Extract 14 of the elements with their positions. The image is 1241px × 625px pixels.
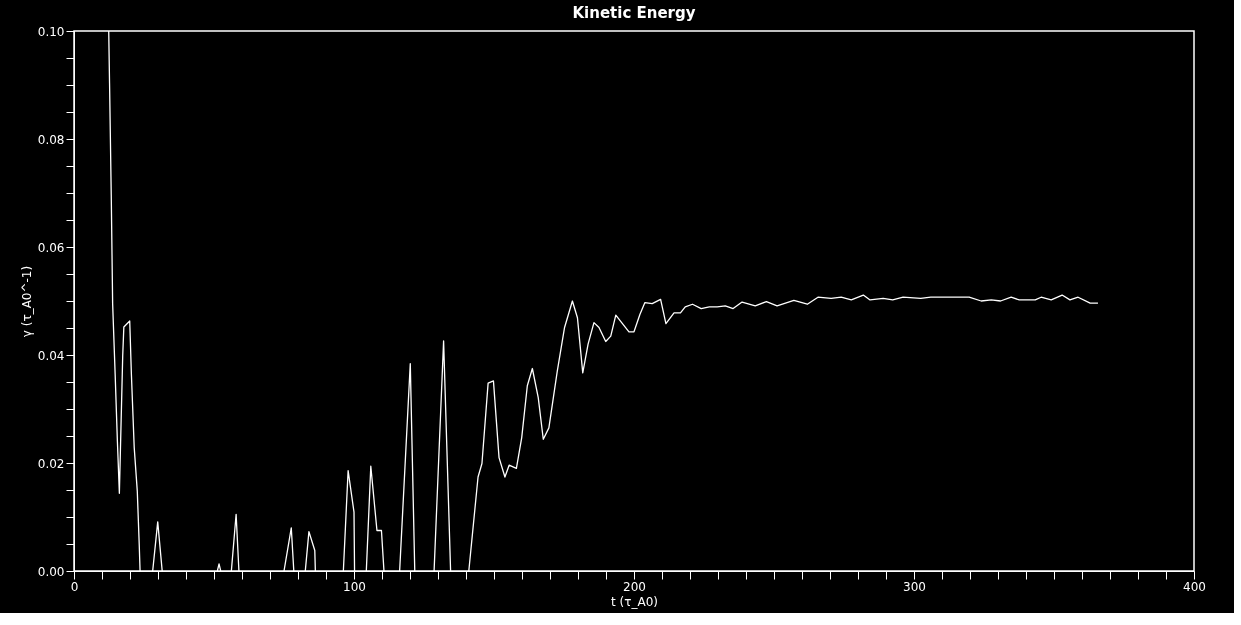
y-tick-label: 0.10 [37, 24, 65, 39]
chart-title: Kinetic Energy [572, 4, 696, 22]
y-tick-label: 0.02 [37, 456, 65, 471]
x-tick-label: 200 [623, 579, 646, 594]
x-tick-label: 300 [903, 579, 926, 594]
y-axis-title: γ (τ_A0^-1) [19, 265, 34, 338]
x-tick-label: 100 [343, 579, 366, 594]
y-tick-label: 0.04 [37, 348, 65, 363]
y-tick-label: 0.08 [37, 132, 65, 147]
x-tick-label: 0 [70, 579, 79, 594]
x-axis-title: t (τ_A0) [611, 594, 658, 609]
y-tick-label: 0.06 [37, 240, 65, 255]
x-tick-label: 400 [1183, 579, 1206, 594]
y-tick-label: 0.00 [37, 564, 65, 579]
